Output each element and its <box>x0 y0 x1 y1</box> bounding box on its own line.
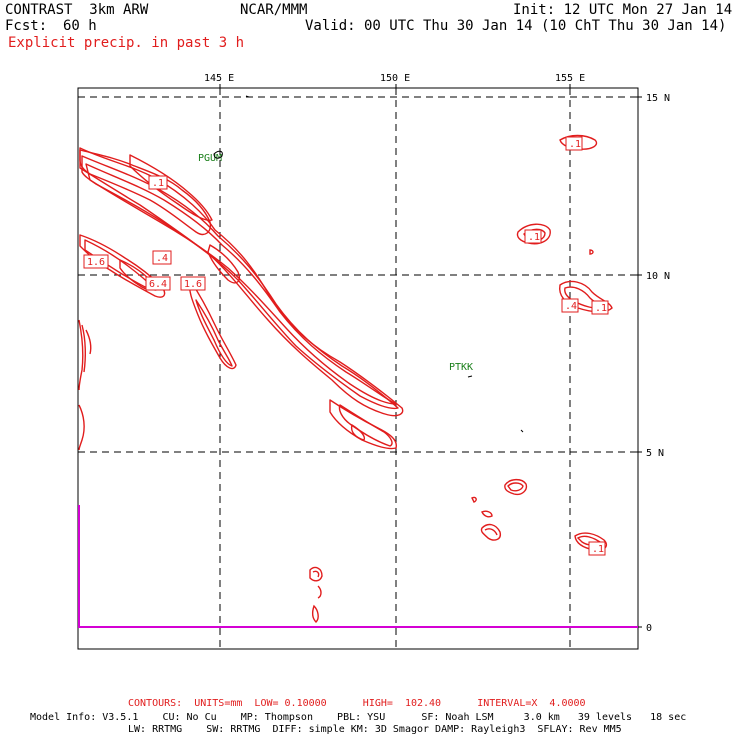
contour-label: 1.6 <box>180 276 206 291</box>
model-title: CONTRAST 3km ARW <box>5 2 149 18</box>
svg-text:.4: .4 <box>565 301 577 312</box>
forecast-label: Fcst: <box>5 18 48 34</box>
lat-label-0: 0 <box>646 623 652 634</box>
forecast-hour: 60 h <box>63 18 97 34</box>
contour-label: .4 <box>152 250 172 265</box>
lon-label-145e: 145 E <box>204 73 234 84</box>
field-title: Explicit precip. in past 3 h <box>8 35 245 51</box>
contour-label: .4 <box>561 298 579 313</box>
precip-contours <box>79 147 404 450</box>
center-title: NCAR/MMM <box>240 2 308 18</box>
svg-text:.4: .4 <box>156 253 168 264</box>
station-pgum: PGUM <box>198 150 223 164</box>
graticule <box>78 88 638 649</box>
station-label: PGUM <box>198 153 222 164</box>
model-info-line1: Model Info: V3.5.1 CU: No Cu MP: Thompso… <box>30 712 687 723</box>
svg-text:.1: .1 <box>528 232 540 243</box>
contour-info: CONTOURS: UNITS=mm LOW= 0.10000 HIGH= 10… <box>128 698 586 709</box>
precip-contours-west <box>78 319 92 451</box>
station-ptkk: PTKK <box>449 362 473 378</box>
contour-label: .1 <box>588 541 606 556</box>
svg-text:1.6: 1.6 <box>87 257 105 268</box>
small-islands <box>245 95 524 433</box>
lon-label-150e: 150 E <box>380 73 410 84</box>
lon-label-155e: 155 E <box>555 73 585 84</box>
domain-boundary <box>78 505 638 628</box>
contour-label: 6.4 <box>145 276 171 291</box>
contour-label: .1 <box>524 229 542 244</box>
svg-text:.1: .1 <box>592 544 604 555</box>
contour-label: 1.6 <box>83 254 109 269</box>
lat-label-10n: 10 N <box>646 271 670 282</box>
contour-label: .1 <box>148 175 168 190</box>
model-info-line2: LW: RRTMG SW: RRTMG DIFF: simple KM: 3D … <box>128 724 622 735</box>
station-label: PTKK <box>449 362 473 373</box>
svg-text:.1: .1 <box>595 303 607 314</box>
init-time: Init: 12 UTC Mon 27 Jan 14 <box>513 2 733 18</box>
lat-label-15n: 15 N <box>646 93 670 104</box>
precip-contours-east <box>309 134 613 623</box>
island-outline <box>213 150 223 159</box>
contour-label: .1 <box>565 136 583 151</box>
svg-text:1.6: 1.6 <box>184 279 202 290</box>
map-frame <box>77 87 639 650</box>
island-outline <box>467 375 473 378</box>
valid-time: Valid: 00 UTC Thu 30 Jan 14 (10 ChT Thu … <box>305 18 727 34</box>
svg-text:.1: .1 <box>569 139 581 150</box>
lat-label-5n: 5 N <box>646 448 664 459</box>
contour-labels: .1 1.6 .4 6.4 1.6 .1 .1 .4 <box>83 136 609 556</box>
svg-text:.1: .1 <box>152 178 164 189</box>
axis-ticks <box>219 84 642 628</box>
contour-label: .1 <box>591 300 609 315</box>
svg-text:6.4: 6.4 <box>149 279 167 290</box>
